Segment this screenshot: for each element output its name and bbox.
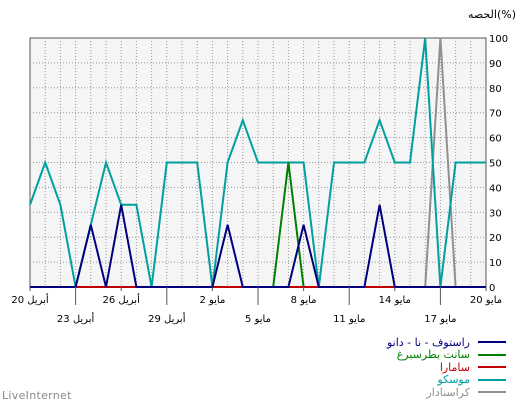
x-tick-label: 26 أبريل bbox=[103, 293, 141, 306]
legend-item: سامارا bbox=[276, 361, 506, 374]
y-tick-label: 70 bbox=[489, 109, 502, 120]
x-tick-label: 11 مايو bbox=[333, 314, 365, 325]
x-tick-label: 5 مايو bbox=[245, 314, 271, 325]
x-tick-label: 20 أبريل bbox=[11, 293, 49, 306]
y-tick-label: 100 bbox=[489, 34, 508, 45]
x-tick-label: 2 مايو bbox=[199, 295, 225, 306]
y-tick-label: 10 bbox=[489, 258, 502, 269]
brand-logo-text: LiveInternet bbox=[2, 389, 72, 402]
legend-label: سامارا bbox=[439, 360, 470, 374]
x-axis-ticks: 20 مايو 17 مايو 14 مايو 11 مايو 8 مايو 5 مايو… bbox=[11, 287, 502, 325]
x-tick-label: 14 مايو bbox=[379, 295, 411, 306]
legend-label: راستوف - نا - دانو bbox=[386, 335, 470, 349]
legend-swatch bbox=[478, 391, 506, 394]
legend-label: موسكو bbox=[437, 373, 470, 387]
legend-swatch bbox=[478, 353, 506, 356]
legend-item: كراسنادار bbox=[276, 386, 506, 399]
x-tick-label: 29 أبريل bbox=[148, 312, 186, 325]
legend-label: سانت بطرسبرغ bbox=[396, 348, 470, 362]
x-tick-label: 17 مايو bbox=[424, 314, 456, 325]
grid-lines bbox=[30, 38, 486, 287]
x-tick-label: 23 أبريل bbox=[57, 312, 95, 325]
x-tick-label: 8 مايو bbox=[291, 295, 317, 306]
legend-item: موسكو bbox=[276, 373, 506, 387]
y-tick-label: 90 bbox=[489, 59, 502, 70]
y-axis-label: الحصه(%) bbox=[468, 8, 516, 21]
x-tick-label: 20 مايو bbox=[470, 295, 502, 306]
legend-label: كراسنادار bbox=[426, 385, 470, 399]
y-tick-label: 0 bbox=[489, 283, 495, 294]
y-tick-label: 40 bbox=[489, 183, 502, 194]
y-tick-label: 50 bbox=[489, 159, 502, 170]
legend-item: راستوف - نا - دانو bbox=[276, 336, 506, 349]
y-tick-label: 80 bbox=[489, 84, 502, 95]
y-axis-ticks: 0 10 20 30 40 50 60 70 80 90 100 bbox=[489, 34, 508, 294]
series-line-3 bbox=[29, 37, 486, 288]
legend-swatch bbox=[478, 378, 506, 381]
legend-swatch bbox=[478, 366, 506, 369]
legend: راستوف - نا - دانو سانت بطرسبرغ سامارا موسك… bbox=[276, 336, 506, 399]
y-tick-label: 30 bbox=[489, 208, 502, 219]
legend-swatch bbox=[478, 341, 506, 344]
legend-item: سانت بطرسبرغ bbox=[276, 348, 506, 362]
y-tick-label: 60 bbox=[489, 134, 502, 145]
y-tick-label: 20 bbox=[489, 233, 502, 244]
